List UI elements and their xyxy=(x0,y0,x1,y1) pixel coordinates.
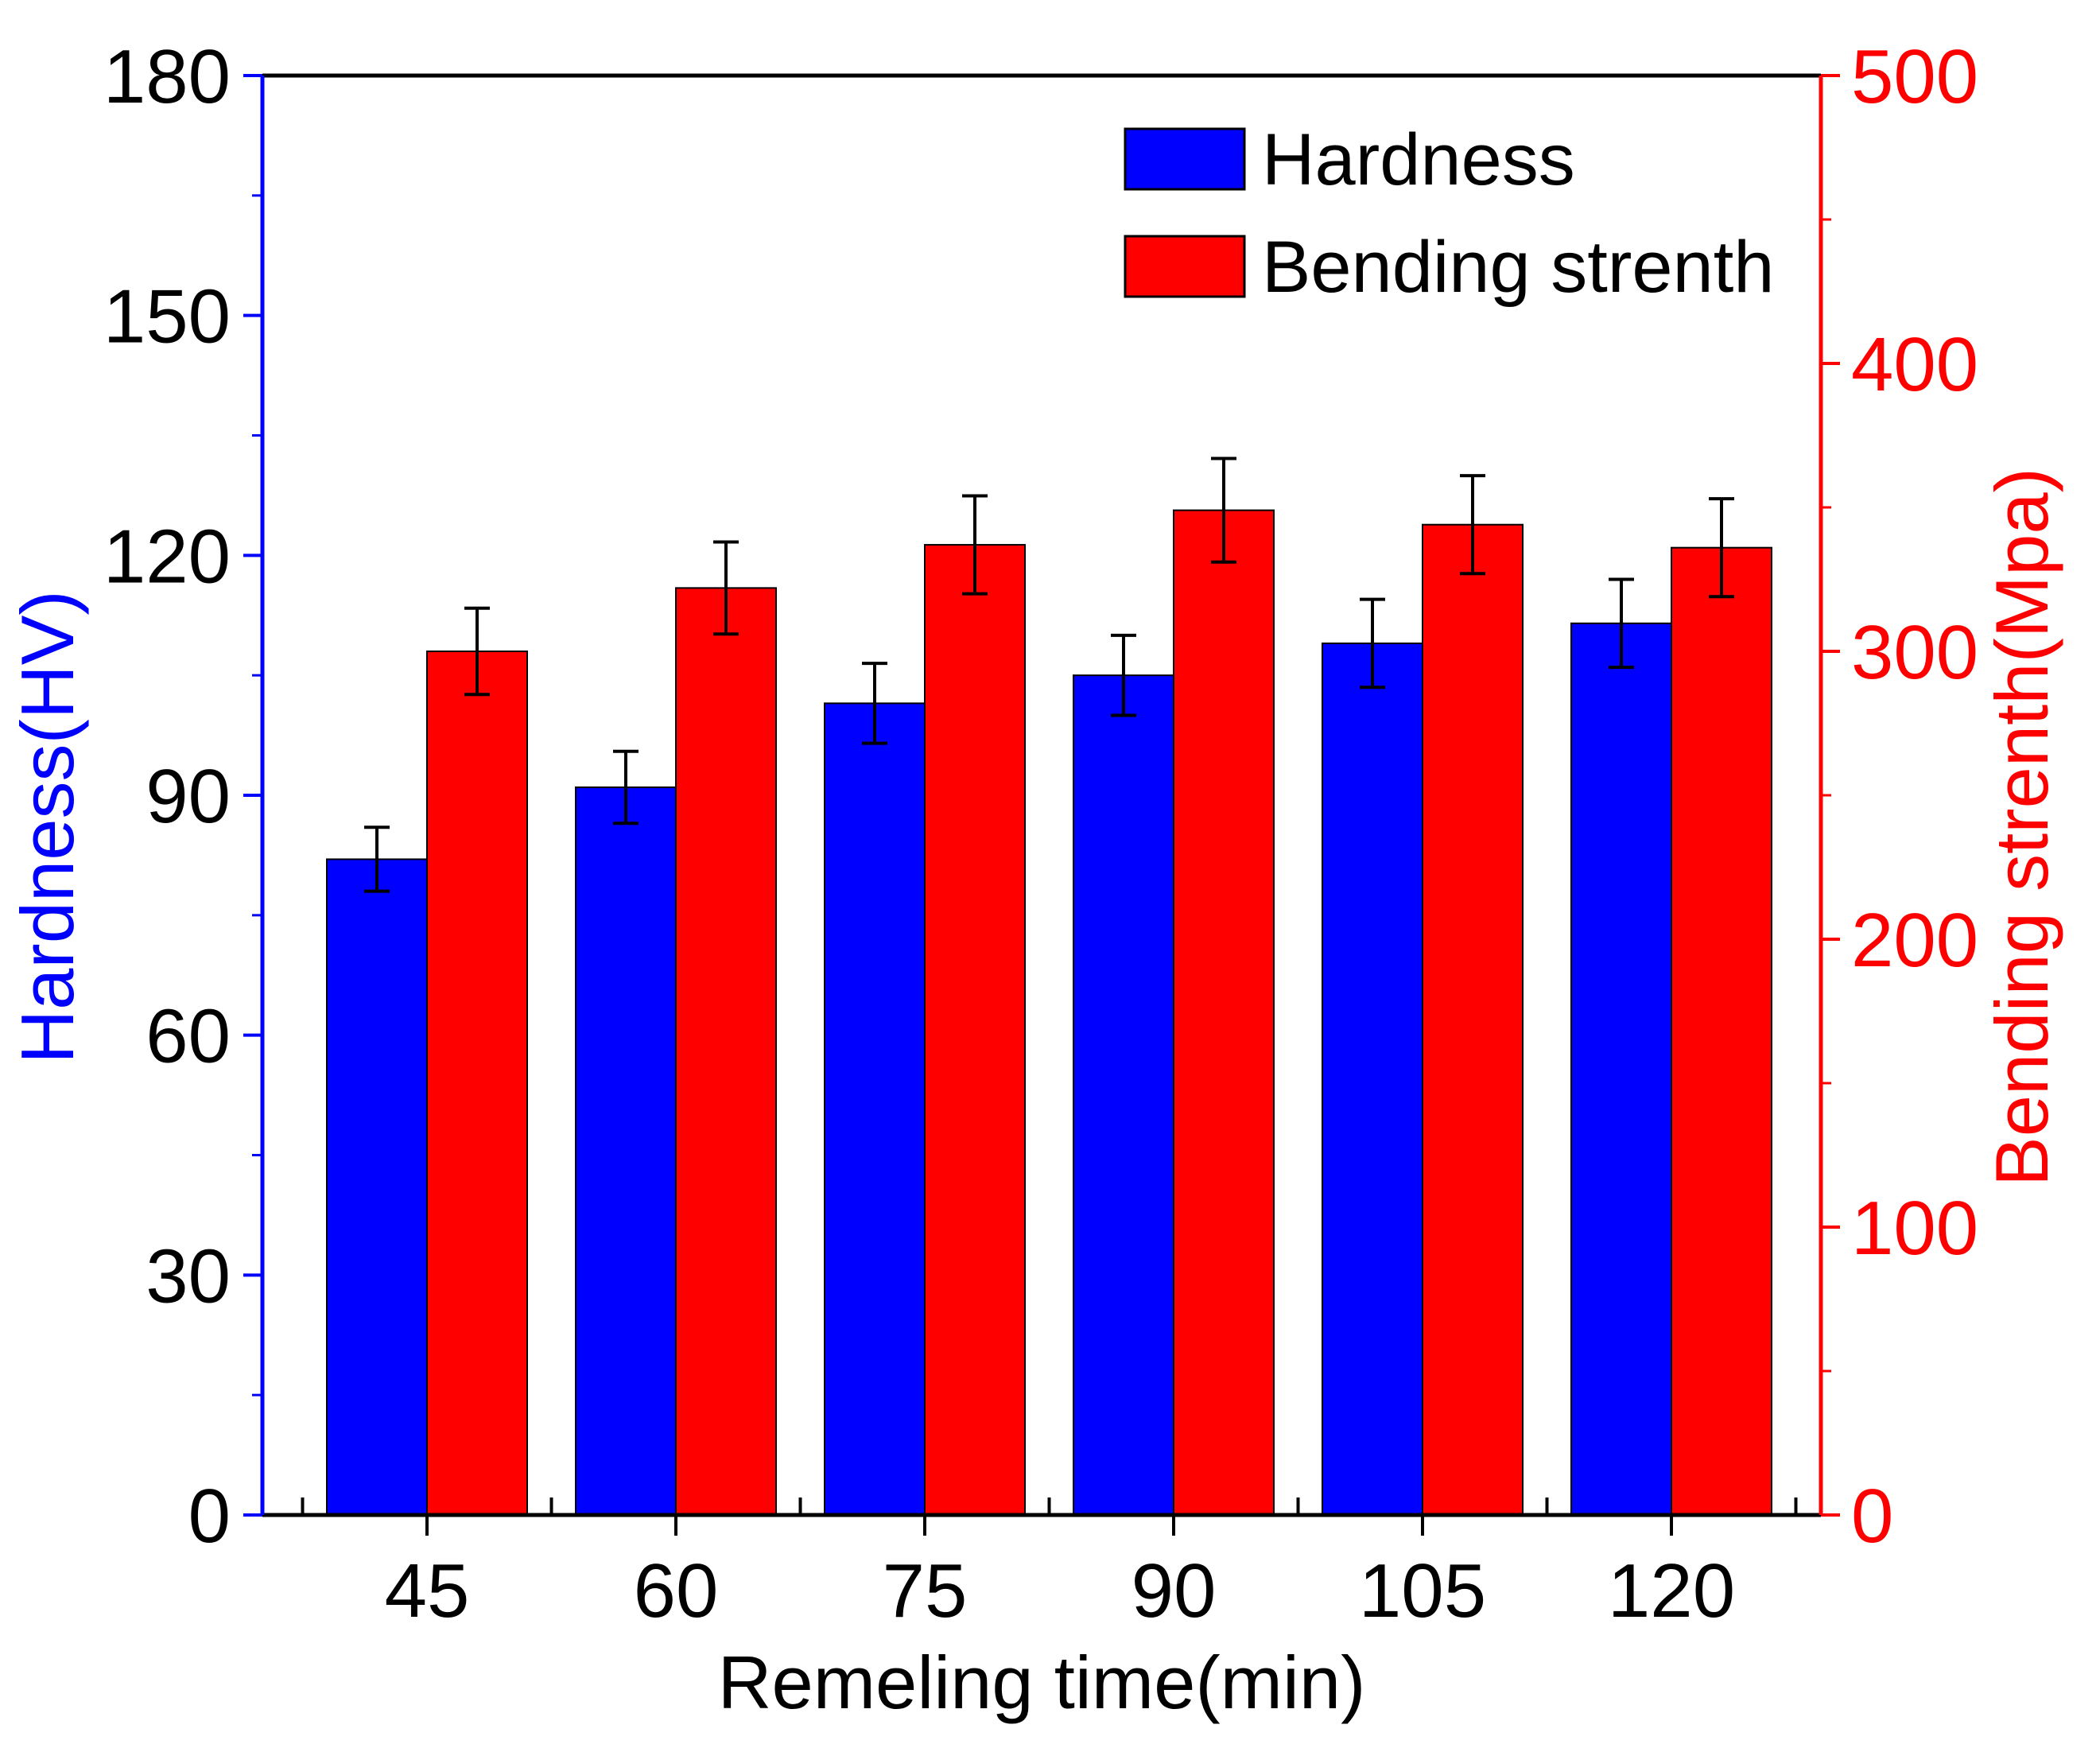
x-axis-title: Remeling time(min) xyxy=(718,1641,1366,1724)
bending-strength-bar-45 xyxy=(426,651,528,1516)
left-y-tick-label: 120 xyxy=(103,514,231,599)
x-tick-label: 60 xyxy=(634,1548,719,1633)
hardness-bar-120 xyxy=(1570,622,1672,1516)
right-y-tick-label: 200 xyxy=(1851,898,1978,983)
bending-strength-bar-90 xyxy=(1173,509,1275,1516)
x-tick-label: 105 xyxy=(1359,1548,1486,1633)
x-tick-label: 45 xyxy=(385,1548,470,1633)
legend-swatch-hardness xyxy=(1124,127,1246,191)
left-y-tick-label: 0 xyxy=(188,1474,231,1559)
legend: Hardness Bending strenth xyxy=(1124,119,1774,308)
legend-label-bending-strength: Bending strenth xyxy=(1262,227,1774,308)
plot-layer xyxy=(326,456,1772,1517)
right-y-tick-label: 100 xyxy=(1851,1186,1978,1271)
right-y-tick-label: 300 xyxy=(1851,610,1978,695)
legend-swatch-bending-strength xyxy=(1124,235,1246,298)
hardness-bar-60 xyxy=(575,786,677,1516)
legend-label-hardness: Hardness xyxy=(1262,119,1575,200)
left-y-axis-title: Hardness(HV) xyxy=(6,590,89,1064)
hardness-bar-105 xyxy=(1322,642,1423,1516)
hardness-bar-75 xyxy=(824,702,926,1516)
left-y-tick-label: 150 xyxy=(103,274,231,359)
axes-layer: 0 30 60 90 120 150 180 0 100 200 300 400 500 45 60 75 90… xyxy=(6,34,2063,1724)
left-y-tick-label: 30 xyxy=(146,1233,231,1319)
hardness-bar-45 xyxy=(326,858,428,1516)
x-tick-label: 90 xyxy=(1132,1548,1217,1633)
bending-strength-bar-105 xyxy=(1422,523,1524,1516)
bending-strength-bar-75 xyxy=(924,544,1026,1516)
x-tick-label: 75 xyxy=(883,1548,968,1633)
right-y-tick-label: 500 xyxy=(1851,34,1978,119)
x-tick-label: 120 xyxy=(1608,1548,1735,1633)
left-y-tick-label: 60 xyxy=(146,994,231,1079)
right-y-axis-title: Bending strenth(Mpa) xyxy=(1980,468,2063,1187)
left-y-tick-label: 90 xyxy=(146,754,231,839)
bending-strength-bar-120 xyxy=(1671,546,1772,1516)
right-y-tick-label: 0 xyxy=(1851,1474,1893,1559)
left-y-tick-label: 180 xyxy=(103,34,231,119)
bending-strength-bar-60 xyxy=(675,587,777,1516)
hardness-bar-90 xyxy=(1073,674,1174,1517)
right-y-tick-label: 400 xyxy=(1851,322,1978,407)
